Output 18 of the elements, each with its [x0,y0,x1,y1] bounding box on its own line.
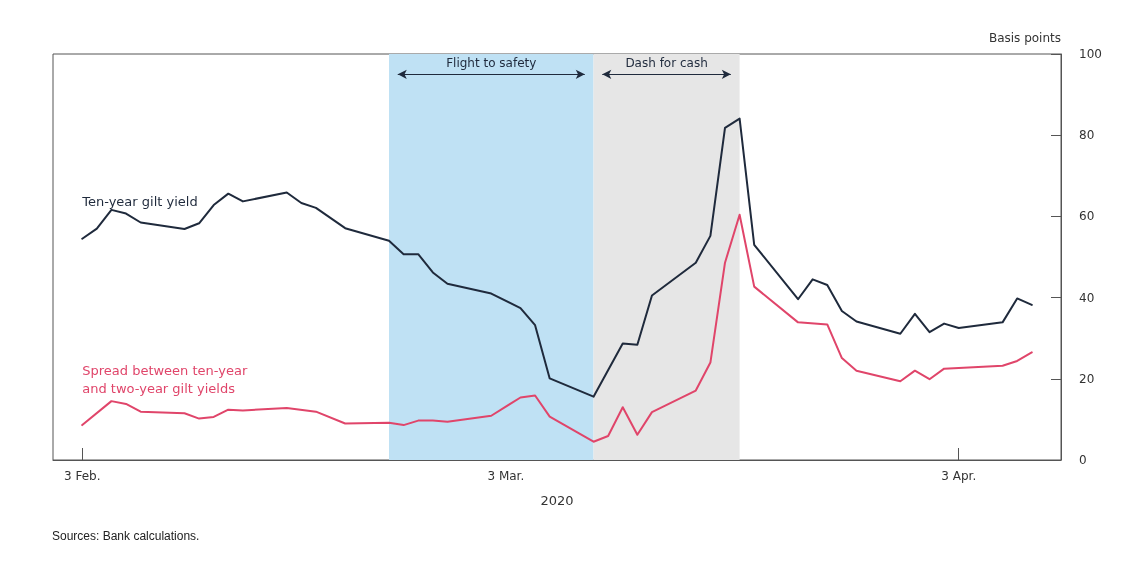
y-tick-label: 60 [1079,209,1095,224]
y-tick-label: 40 [1079,290,1095,305]
line-series [81,213,1033,443]
series-label: Spread between ten-year and two-year gilt yields [82,362,248,396]
series-label: Ten-year gilt yield [81,194,198,210]
band-label: Dash for cash [625,56,708,71]
y-tick-label: 80 [1079,128,1095,143]
y-axis-title: Basis points [988,31,1061,45]
y-tick-label: 0 [1079,453,1087,467]
y-tick-label: 20 [1079,371,1095,386]
x-tick-label: 3 Mar. [487,469,525,483]
y-tick-label: 100 [1079,47,1102,61]
band-label: Flight to safety [446,56,537,71]
x-tick-label: 3 Feb. [63,469,101,483]
line-series [81,117,1033,398]
x-tick-label: 3 Apr. [941,469,977,483]
source-note: Sources: Bank calculations. [52,529,200,543]
x-axis-title: 2020 [540,493,574,508]
